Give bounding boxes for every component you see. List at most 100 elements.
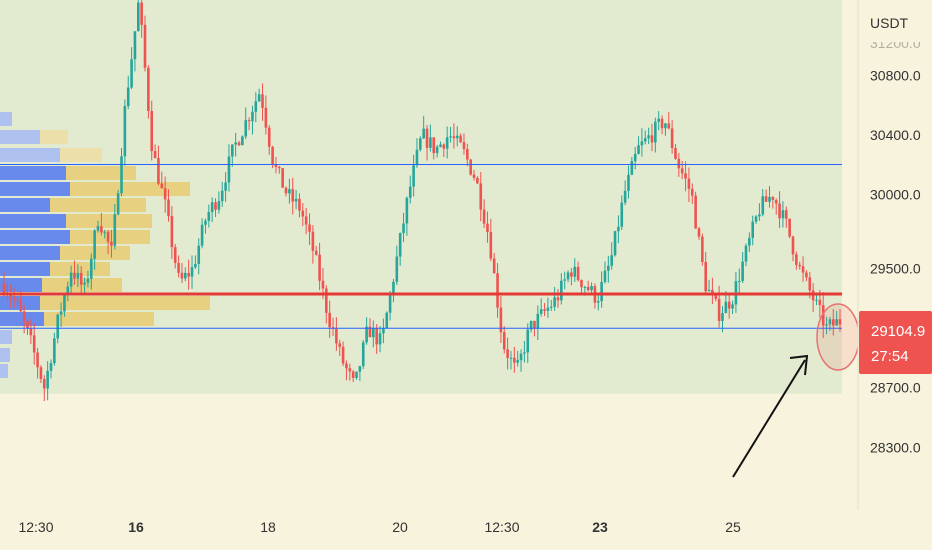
candle-body [304,216,308,225]
profile-bar-blue [0,214,66,228]
x-tick-label: 18 [260,519,276,535]
candle-body [573,266,577,277]
candle-body [523,352,526,354]
candle-body [136,2,140,32]
candle-body [613,231,617,256]
candle-body [516,360,519,363]
candle-body [217,201,221,210]
candle-body [774,200,778,204]
candle-body [227,156,231,183]
profile-bar-blue [0,182,70,196]
candle-body [382,327,385,334]
candle-body [103,231,107,233]
candle-body [623,190,627,203]
candle-body [603,270,607,282]
candle-body [455,135,459,139]
candle-body [660,118,664,129]
candle-body [261,94,264,108]
candle-body [690,188,694,196]
candle-body [187,272,190,277]
profile-bar-blue [0,130,40,144]
candle-body [328,312,331,328]
price-label[interactable]: 29104.9 27:54 [859,311,932,374]
candle-body [237,142,241,146]
candle-body [385,312,389,328]
profile-bar-yellow [42,278,122,292]
candle-body [160,183,164,189]
candle-body [607,265,610,271]
candle-body [200,224,204,246]
price-label-background [859,311,932,374]
candle-body [536,313,540,329]
candle-body [207,212,211,221]
profile-bar-blue [0,246,60,260]
candle-body [365,326,368,343]
candle-body [546,307,550,311]
candle-body [83,282,86,285]
candle-body [130,59,133,88]
candle-body [570,272,573,277]
candle-body [640,141,644,146]
candle-body [294,198,298,202]
candle-body [234,142,237,145]
candle-body [32,335,36,353]
candle-body [163,188,167,200]
profile-bar-blue [0,198,50,212]
candle-body [429,137,432,148]
candle-body [308,224,311,232]
candle-body [69,272,73,287]
profile-bar-yellow [66,166,136,180]
candle-body [670,128,674,148]
candle-body [49,363,53,371]
candle-body [93,230,96,259]
candle-body [795,254,798,265]
x-axis-panel[interactable] [0,510,932,550]
candle-body [348,368,352,372]
candle-body [368,326,372,338]
candle-body [39,367,43,380]
candle-body [667,123,671,129]
candle-body [815,299,818,301]
candle-body [9,294,13,298]
candle-body [694,195,697,229]
y-axis-panel[interactable] [858,0,932,510]
candle-body [506,349,509,358]
candle-body [412,165,415,187]
profile-bar-blue [0,262,50,276]
candle-body [86,278,90,283]
candle-body [492,258,496,274]
candle-body [805,272,808,278]
candle-body [633,153,637,162]
x-tick-label: 20 [392,519,408,535]
candle-body [513,357,516,363]
x-tick-labels: 12:30 16 18 20 12:30 23 25 [18,519,741,535]
candle-body [375,328,378,345]
candle-body [59,311,63,315]
candle-body [53,338,56,364]
profile-bar-blue [0,148,60,162]
candle-body [754,216,758,222]
candle-body [76,272,80,279]
profile-bar-yellow [70,182,190,196]
candle-body [113,214,117,246]
candle-body [687,178,691,189]
candle-body [284,187,288,194]
y-tick-labels: 28300.0 28700.0 29500.0 30000.0 30400.0 30800… [870,67,921,455]
candle-body [150,110,154,152]
candle-body [771,196,775,201]
candle-body [170,216,174,248]
candle-body [110,241,113,246]
candle-body [66,286,70,296]
candle-body [204,220,207,225]
profile-bar-yellow [66,214,152,228]
candle-body [173,247,177,263]
candle-body [321,280,325,289]
profile-bar-yellow [44,312,154,326]
candle-body [647,135,650,139]
candle-body [197,245,201,265]
candle-body [617,226,620,232]
candle-body [643,138,647,142]
candle-body [452,136,456,139]
